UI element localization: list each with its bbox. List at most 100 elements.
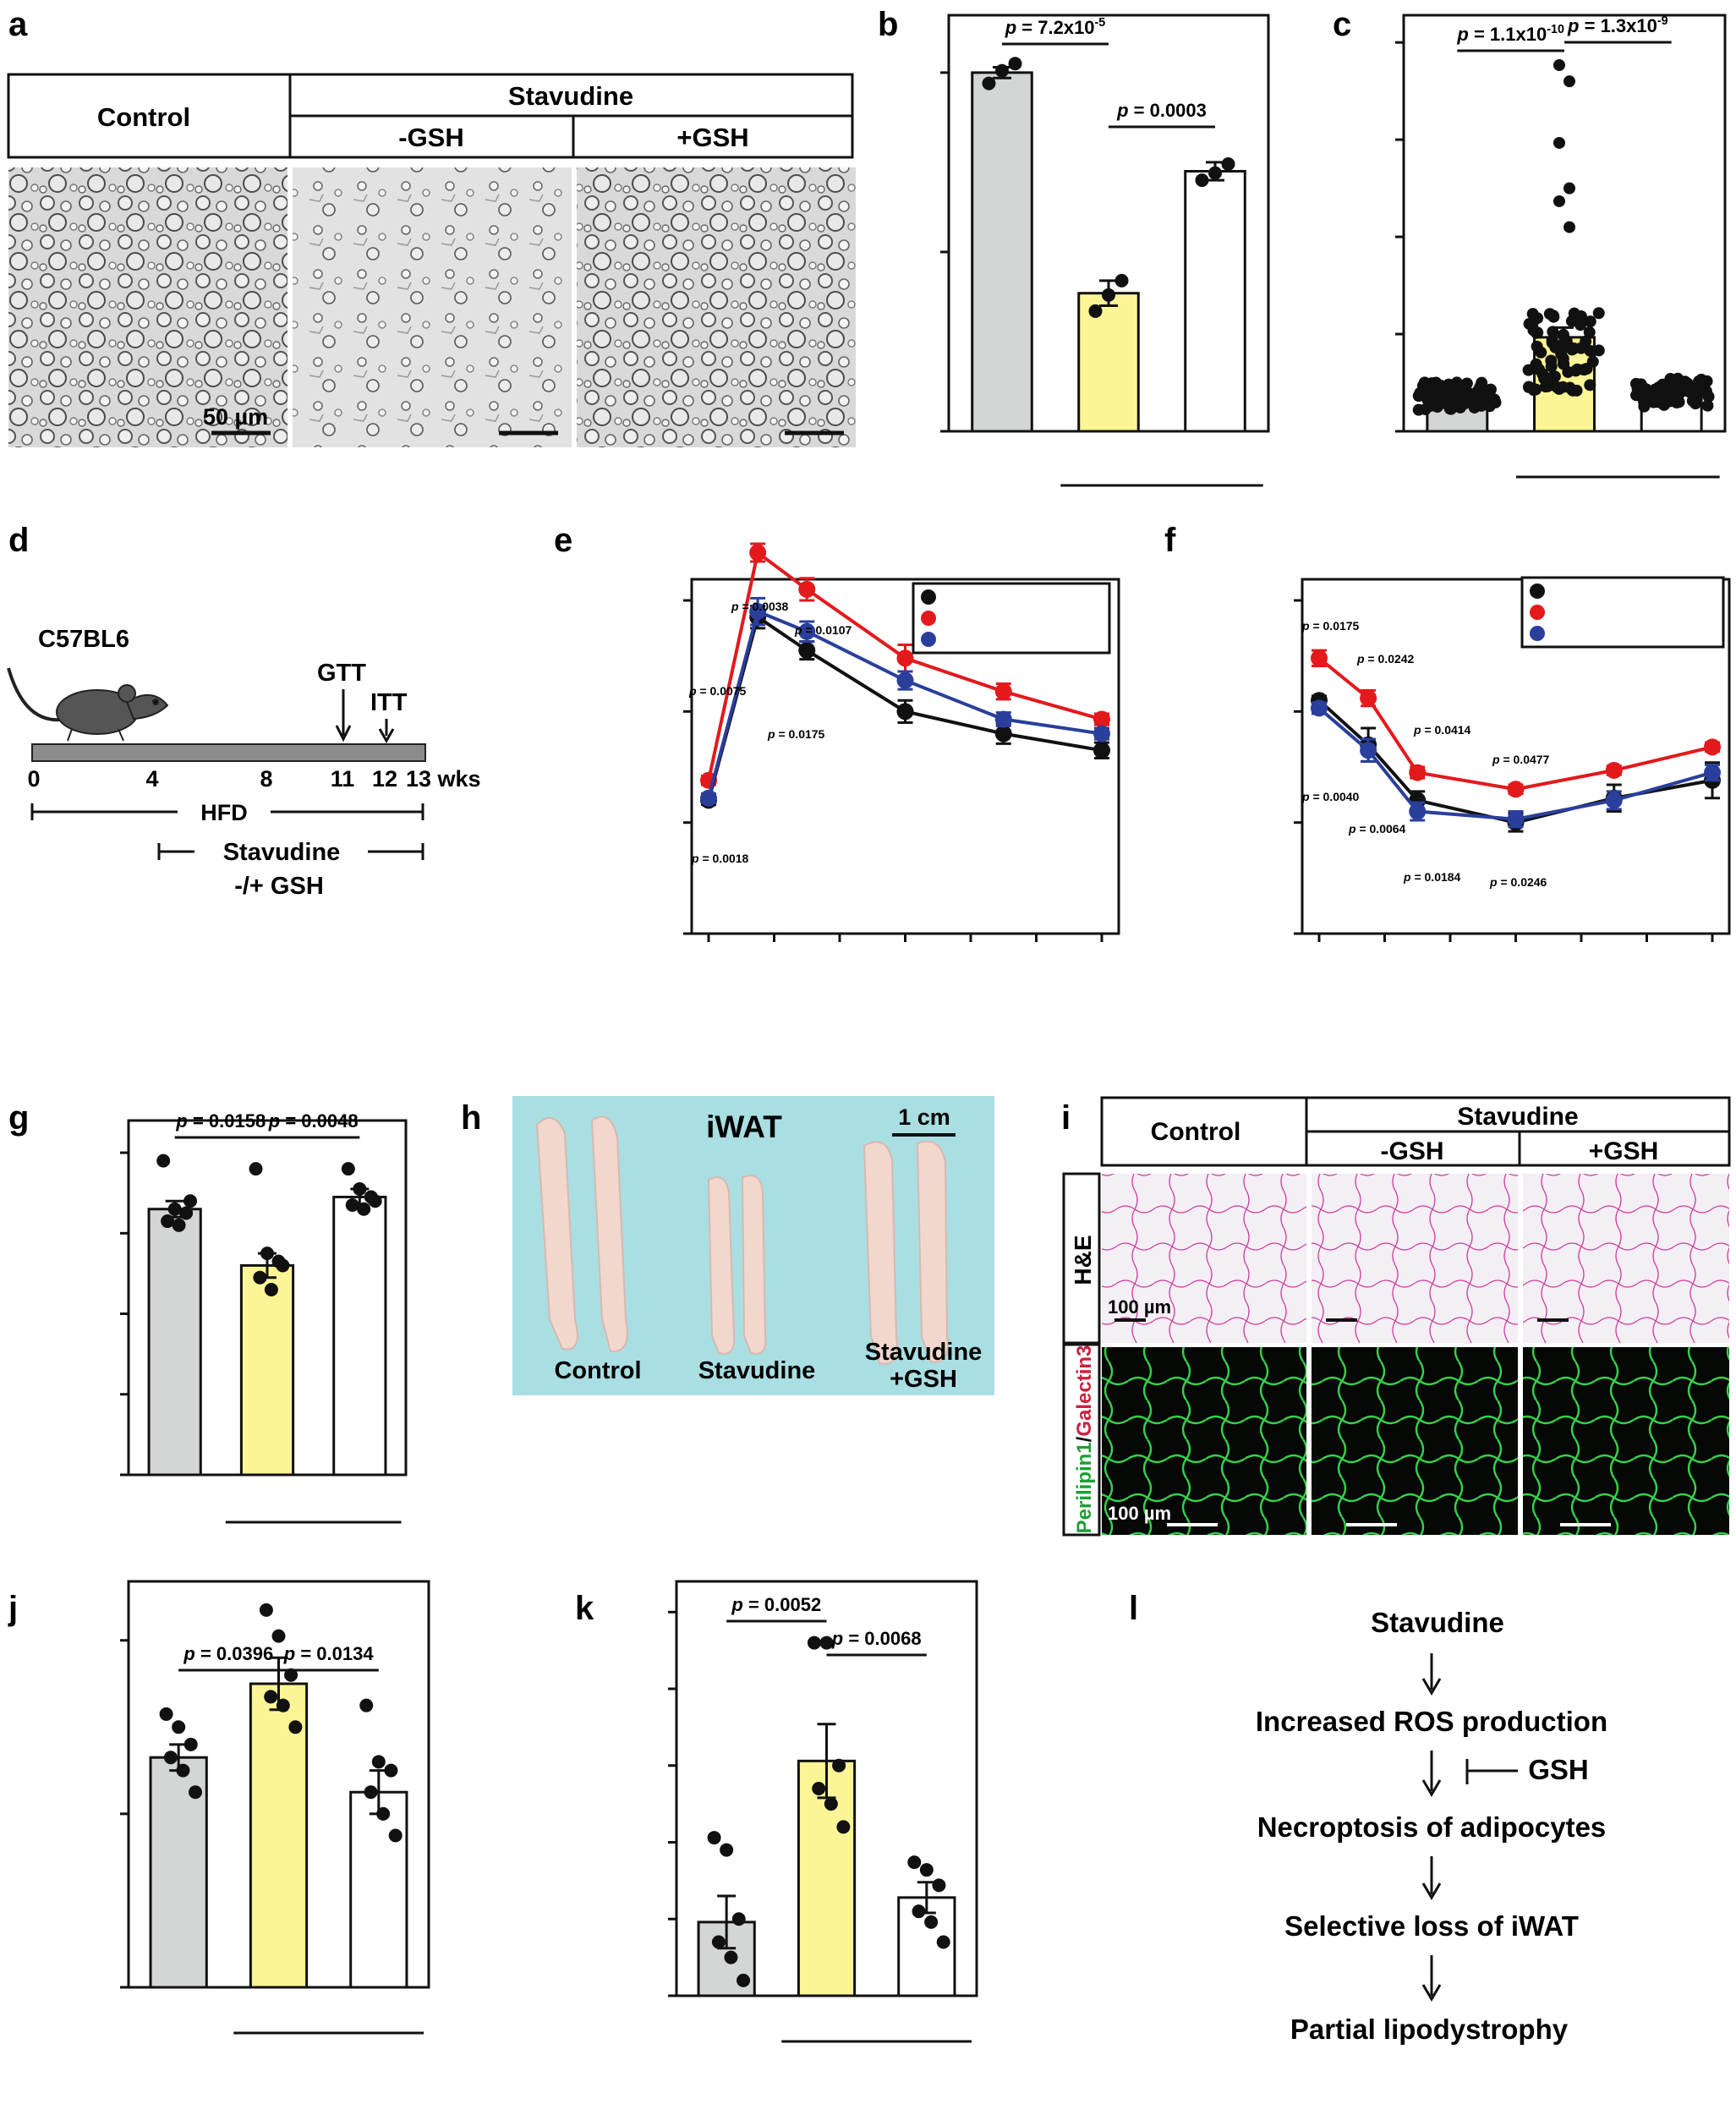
chart-b-point <box>1008 57 1022 71</box>
chart-c-point <box>1673 396 1685 408</box>
chart-e-series-line-1 <box>707 550 1103 781</box>
chart-e-legend-marker-0 <box>921 589 936 605</box>
panel-h: iWAT 1 cm Control Stavudine Stavudine +G… <box>512 1096 994 1395</box>
chart-c-point <box>1553 136 1565 149</box>
treatment-gsh-label: -/+ GSH <box>234 873 324 900</box>
chart-e-legend-box <box>912 582 1111 655</box>
chart-f-p-label: p = 0.0175 <box>1301 619 1360 633</box>
chart-f-point <box>1507 781 1525 798</box>
chart-c-point <box>1693 381 1706 394</box>
chart-e-legend-marker-1 <box>921 611 936 626</box>
panel-a-plus-gsh-label: +GSH <box>676 123 748 152</box>
he-image-stavudine-plus-gsh <box>1523 1174 1729 1343</box>
chart-e-series-line-2 <box>707 609 1103 799</box>
chart-f-point <box>1360 689 1377 707</box>
chart-c-point <box>1549 341 1562 353</box>
chart-j-point <box>388 1828 403 1843</box>
panel-i-plus-gsh-label: +GSH <box>1589 1137 1659 1165</box>
chart-f-p-label: p = 0.0246 <box>1489 875 1547 889</box>
chart-c-point <box>1563 182 1575 195</box>
chart-e-p-label: p = 0.0107 <box>794 623 852 637</box>
chart-c-point <box>1483 400 1496 413</box>
chart-e-point <box>1093 725 1110 742</box>
panel-letter-i: i <box>1061 1099 1071 1137</box>
timeline-tick-0: 0 <box>27 766 40 792</box>
chart-j-point <box>172 1720 186 1734</box>
chart-f-point <box>1704 738 1721 756</box>
chart-g-point <box>249 1162 263 1176</box>
chart-c-point <box>1673 387 1686 400</box>
flow-arrows <box>1421 1653 1442 2002</box>
chart-j-point <box>371 1755 386 1769</box>
chart-c-point <box>1531 326 1543 339</box>
chart-b: p = 7.2x10-5 p = 0.0003 <box>940 14 1270 487</box>
flow-inhibition-mark <box>1465 1759 1518 1784</box>
chart-j-bar-2 <box>349 1790 408 1989</box>
chart-j-point <box>376 1806 391 1821</box>
chart-j-point <box>176 1763 190 1778</box>
chart-e-p-label: p = 0.0018 <box>691 852 749 865</box>
chart-c-point <box>1547 310 1560 322</box>
micrograph-stavudine-minus-gsh <box>293 167 572 447</box>
chart-c-point <box>1545 354 1558 367</box>
chart-c-point <box>1553 59 1565 72</box>
chart-e-point <box>798 580 816 598</box>
panel-letter-a: a <box>8 6 28 43</box>
chart-c-point <box>1563 221 1575 233</box>
panel-d: C57BL6 GTT ITT 0 4 8 11 12 13 wks <box>7 626 481 900</box>
chart-f-p-label: p = 0.0242 <box>1356 652 1415 666</box>
chart-b-comparison-label: p = 0.0003 <box>1116 100 1207 121</box>
iwat-tissue-samples <box>535 1115 949 1365</box>
chart-c-point <box>1535 346 1547 359</box>
chart-k-point <box>807 1636 821 1650</box>
chart-b-point <box>1088 304 1103 318</box>
chart-k-point <box>737 1973 751 1987</box>
chart-k-point <box>924 1915 939 1929</box>
if-scale-label: 100 µm <box>1108 1503 1171 1524</box>
chart-e-point <box>1093 742 1110 759</box>
chart-e: p = 0.0038 p = 0.0107 p = 0.0075 p = 0.0175… <box>683 542 1120 942</box>
timeline-ticks: 0 4 8 11 12 13 <box>27 766 431 792</box>
chart-c-point <box>1584 344 1596 357</box>
he-image-control <box>1102 1174 1306 1343</box>
panel-letter-b: b <box>878 6 898 43</box>
chart-f: p = 0.0175 p = 0.0242 p = 0.0414 p = 0.0477… <box>1294 576 1731 942</box>
chart-g-point <box>353 1181 367 1196</box>
chart-c: p = 1.1x10-10 p = 1.3x10-9 <box>1395 14 1727 479</box>
hfd-range <box>30 803 424 820</box>
chart-e-legend-marker-2 <box>921 632 936 647</box>
chart-f-point <box>1360 742 1377 759</box>
chart-c-point <box>1689 392 1701 405</box>
chart-c-comparison-label: p = 1.1x10-10 <box>1456 23 1564 45</box>
chart-c-point <box>1655 380 1668 392</box>
chart-k-point <box>720 1843 734 1857</box>
chart-g-bar-0 <box>147 1208 202 1477</box>
chart-c-point <box>1414 386 1427 399</box>
chart-c-point <box>1663 395 1676 408</box>
gtt-label: GTT <box>317 660 366 687</box>
chart-g-point <box>357 1202 371 1216</box>
chart-c-point <box>1584 379 1596 392</box>
chart-k-point <box>919 1863 934 1877</box>
chart-g-point <box>167 1202 182 1216</box>
if-image-control <box>1102 1347 1306 1535</box>
panel-letter-e: e <box>554 522 572 559</box>
chart-f-p-label: p = 0.0414 <box>1413 723 1471 737</box>
flow-step-lipodystrophy: Partial lipodystrophy <box>1290 2014 1569 2045</box>
chart-c-point <box>1584 315 1596 328</box>
chart-f-legend-box <box>1520 576 1725 649</box>
panel-i-header-table <box>1062 1096 1731 1537</box>
chart-c-point <box>1522 364 1535 376</box>
chart-f-legend-marker-1 <box>1530 605 1545 620</box>
panel-i-control-label: Control <box>1151 1118 1241 1146</box>
itt-label: ITT <box>370 689 408 716</box>
chart-c-point <box>1544 373 1557 386</box>
chart-f-p-label: p = 0.0064 <box>1348 822 1406 836</box>
chart-f-point <box>1409 764 1427 781</box>
chart-e-point <box>1093 710 1110 728</box>
panel-a-header-table <box>7 73 854 159</box>
hfd-label: HFD <box>200 800 248 825</box>
chart-g-point <box>341 1162 355 1176</box>
flow-step-iwat-loss: Selective loss of iWAT <box>1284 1910 1579 1942</box>
chart-c-point <box>1681 377 1694 390</box>
